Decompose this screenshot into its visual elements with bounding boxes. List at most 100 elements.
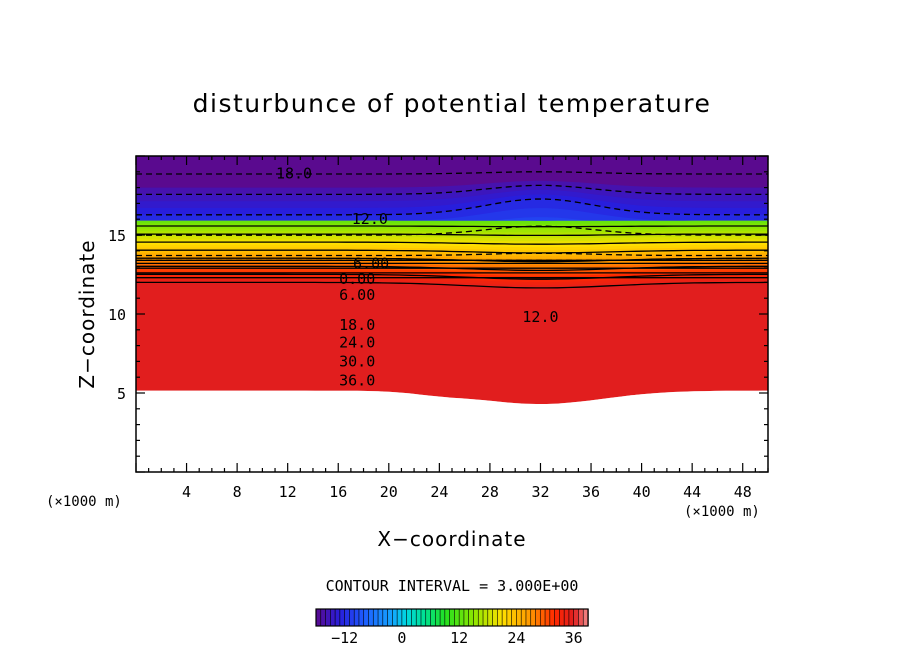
x-axis-label: X−coordinate: [377, 527, 526, 551]
colorbar-swatch: [368, 608, 374, 627]
x-tick-label: 4: [182, 483, 191, 501]
colorbar-swatch: [477, 608, 484, 627]
colorbar-swatch: [396, 608, 403, 627]
colorbar-swatch: [458, 608, 465, 627]
colorbar-swatch: [444, 608, 451, 627]
x-tick-label: 16: [329, 483, 347, 501]
y-tick-label: 15: [108, 227, 126, 245]
colorbar-swatch: [330, 608, 336, 627]
colorbar-swatch: [487, 608, 494, 627]
x-axis-unit: (×1000 m): [684, 504, 760, 520]
x-tick-label: 12: [279, 483, 297, 501]
colorbar-swatch: [349, 608, 355, 627]
contour-line: [136, 257, 768, 263]
colorbar-swatch: [497, 608, 503, 627]
contour-label: 24.0: [339, 333, 375, 351]
colorbar-swatch: [415, 608, 422, 627]
colorbar-swatch: [568, 608, 575, 627]
colorbar-swatch: [492, 608, 499, 627]
colorbar-swatch: [411, 608, 417, 627]
colorbar-swatch: [363, 608, 370, 627]
colorbar-swatch: [473, 608, 479, 627]
contour-label: 12.0: [522, 308, 558, 326]
contour-line: [136, 184, 768, 196]
colorbar-swatch: [535, 608, 541, 627]
contour-line: [136, 281, 768, 289]
terrain-mask: [136, 390, 768, 472]
contour-label: 6.00: [353, 254, 389, 272]
contour-interval-text: CONTOUR INTERVAL = 3.000E+00: [326, 577, 579, 595]
colorbar-tick-label: 12: [450, 629, 468, 647]
contour-line: [136, 233, 768, 237]
contour-line: [136, 198, 768, 216]
contour-lines: [136, 171, 768, 289]
colorbar-swatch: [530, 608, 537, 627]
contour-line: [136, 171, 768, 175]
colorbar-tick-label: 24: [507, 629, 525, 647]
colorbar-swatch: [563, 608, 570, 627]
x-tick-label: 24: [430, 483, 448, 501]
x-tick-label: 32: [531, 483, 549, 501]
contour-label: 36.0: [339, 371, 375, 389]
y-tick-label: 10: [108, 306, 126, 324]
colorbar-swatch: [501, 608, 508, 627]
colorbar-swatch: [406, 608, 413, 627]
contour-line: [136, 273, 768, 280]
chart-title: disturbunce of potential temperature: [193, 89, 712, 118]
colorbar-swatch: [320, 608, 327, 627]
colorbar-swatch: [344, 608, 351, 627]
colorbar-frame: [315, 608, 589, 627]
colorbar-swatch: [315, 608, 322, 627]
colorbar-swatch: [392, 608, 398, 627]
colorbar-swatch: [372, 608, 379, 627]
contour-line: [136, 225, 768, 236]
colorbar-swatch: [559, 608, 565, 627]
colorbar-swatch: [339, 608, 346, 627]
x-tick-label: 48: [734, 483, 752, 501]
colorbar-swatch: [420, 608, 427, 627]
colorbar-swatch: [377, 608, 384, 627]
x-tick-label: 8: [233, 483, 242, 501]
colorbar-swatch: [325, 608, 332, 627]
colorbar-swatch: [387, 608, 394, 627]
colorbar-swatch: [439, 608, 446, 627]
contour-line: [136, 241, 768, 245]
colorbar-ticks: −12 0 12 24 36: [331, 629, 583, 647]
y-axis-ticks: 5 10 15: [108, 155, 768, 473]
colorbar-swatch: [454, 608, 460, 627]
colorbar-tick-label: −12: [331, 629, 358, 647]
colorbar-swatch: [539, 608, 546, 627]
contour-label: 6.00: [339, 286, 375, 304]
contour-line: [136, 249, 768, 254]
contour-label: 30.0: [339, 352, 375, 370]
colorbar-swatch: [554, 608, 561, 627]
x-tick-label: 40: [633, 483, 651, 501]
colorbar-swatch: [468, 608, 475, 627]
colorbar-swatch: [434, 608, 441, 627]
x-tick-label: 20: [380, 483, 398, 501]
contour-field: [136, 156, 768, 472]
contour-label: 18.0: [339, 316, 375, 334]
colorbar-swatch: [511, 608, 518, 627]
colorbar-swatch: [525, 608, 532, 627]
colorbar-swatch: [482, 608, 489, 627]
x-tick-label: 44: [683, 483, 701, 501]
colorbar-swatch: [520, 608, 527, 627]
colorbar-swatch: [578, 608, 584, 627]
contour-line: [136, 265, 768, 272]
colorbar-swatch: [358, 608, 365, 627]
colorbar-swatch: [544, 608, 551, 627]
y-tick-label: 5: [117, 385, 126, 403]
colorbar-swatch: [425, 608, 432, 627]
x-axis-ticks: 4 8 12 16 20 24 28 32 36 40 44 48: [135, 156, 769, 501]
colorbar-swatch: [573, 608, 580, 627]
x-tick-label: 28: [481, 483, 499, 501]
colorbar: [315, 608, 589, 627]
contour-label: 0.00: [339, 270, 375, 288]
y-axis-label: Z−coordinate: [75, 239, 99, 388]
colorbar-swatch: [430, 608, 436, 627]
colorbar-tick-label: 36: [565, 629, 583, 647]
colorbar-swatch: [506, 608, 513, 627]
